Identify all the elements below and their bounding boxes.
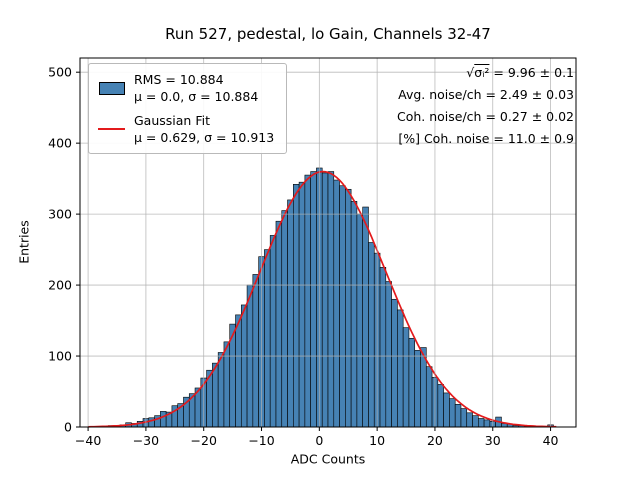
histogram-bar [223, 341, 231, 428]
histogram-bar [212, 362, 219, 428]
x-tick-label: −20 [191, 433, 217, 448]
histogram-bar [293, 184, 300, 428]
histogram-bar [298, 181, 306, 428]
x-tick-label: 0 [315, 433, 323, 448]
histogram-bar [333, 179, 340, 428]
histogram-bar [339, 185, 346, 428]
histogram-bar [304, 174, 311, 428]
histogram-bar [321, 172, 329, 428]
legend-entry-histogram: RMS = 10.884 μ = 0.0, σ = 10.884 [98, 71, 274, 105]
histogram-bar [217, 352, 225, 428]
x-axis-label: ADC Counts [290, 451, 366, 467]
histogram-bar [408, 337, 416, 428]
histogram-bar [466, 412, 473, 428]
x-tick-label: 10 [369, 433, 385, 448]
annotation-pct-coh-noise: [%] Coh. noise = 11.0 ± 0.9 [398, 131, 574, 146]
x-tick-label: −10 [248, 433, 274, 448]
histogram-bar [356, 213, 363, 428]
histogram-bar [402, 327, 410, 428]
histogram-bar [310, 171, 317, 428]
histogram-bar [449, 398, 456, 428]
histogram-bar [414, 350, 421, 428]
histogram-bar [460, 408, 468, 428]
x-tick-label: 20 [427, 433, 443, 448]
histogram-bar [483, 419, 491, 428]
histogram-bar [472, 415, 479, 428]
fit-line-swatch [98, 127, 125, 131]
histogram-bar [391, 298, 398, 428]
y-tick-label: 500 [48, 65, 72, 80]
histogram-bar [478, 418, 485, 428]
histogram-bar [397, 309, 404, 428]
chart-title: Run 527, pedestal, lo Gain, Channels 32-… [165, 25, 491, 43]
histogram-bar [264, 249, 271, 428]
x-tick-label: 40 [543, 433, 559, 448]
histogram-bar [240, 304, 248, 428]
histogram-bar [269, 235, 277, 428]
legend-hist-line2: μ = 0.0, σ = 10.884 [134, 89, 259, 104]
gaussian-fit-curve [88, 170, 557, 428]
annotation-avg-noise: Avg. noise/ch = 2.49 ± 0.03 [398, 87, 574, 102]
x-tick-label: 30 [485, 433, 501, 448]
y-axis-label: Entries [16, 220, 32, 264]
histogram-bar [437, 384, 444, 428]
histogram-bar [281, 210, 288, 428]
histogram-bar [287, 199, 294, 428]
legend-fit-line1: Gaussian Fit [134, 113, 210, 128]
histogram-bar [160, 411, 167, 428]
histogram-bar [362, 206, 369, 428]
histogram-bar [235, 314, 242, 428]
y-tick-label: 200 [48, 278, 72, 293]
histogram-bar [454, 403, 462, 428]
histogram-bar [379, 267, 387, 428]
histogram-bar [368, 242, 375, 428]
histogram-bar [345, 188, 352, 428]
y-tick-label: 100 [48, 349, 72, 364]
y-tick-label: 300 [48, 207, 72, 222]
histogram-swatch [98, 81, 125, 95]
annotation-sigma: √σᵢ² = 9.96 ± 0.1 [466, 65, 574, 80]
histogram-bar [252, 274, 259, 428]
histogram-bar [350, 201, 358, 428]
legend: RMS = 10.884 μ = 0.0, σ = 10.884 Gaussia… [88, 63, 288, 154]
stats-annotations: √σᵢ² = 9.96 ± 0.1 Avg. noise/ch = 2.49 ±… [397, 62, 574, 150]
histogram-bar [385, 281, 392, 428]
legend-fit-line2: μ = 0.629, σ = 10.913 [134, 130, 275, 145]
legend-hist-line1: RMS = 10.884 [134, 72, 224, 87]
axes-frame [79, 57, 577, 428]
histogram-bar [425, 366, 433, 428]
annotation-coh-noise: Coh. noise/ch = 0.27 ± 0.02 [396, 109, 574, 124]
legend-entry-fit: Gaussian Fit μ = 0.629, σ = 10.913 [98, 112, 274, 146]
histogram-bar [275, 220, 283, 428]
x-tick-label: −40 [75, 433, 101, 448]
y-tick-label: 400 [48, 136, 72, 151]
histogram-bar [327, 171, 335, 428]
y-tick-label: 0 [64, 420, 72, 435]
histogram-bar [443, 392, 450, 428]
x-tick-label: −30 [133, 433, 159, 448]
histogram-bar [148, 417, 155, 428]
